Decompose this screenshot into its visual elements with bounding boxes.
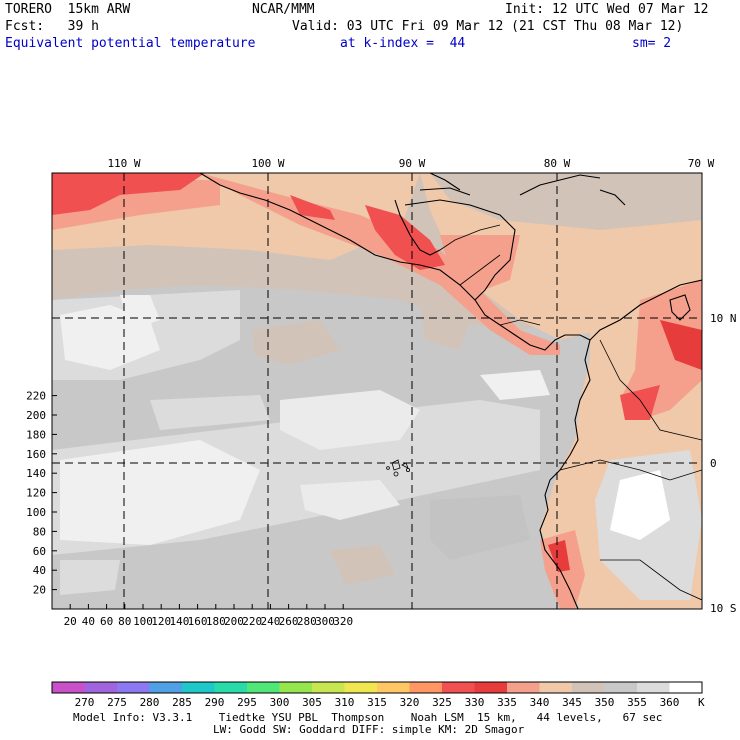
- colorbar-label: 315: [367, 696, 387, 709]
- y-axis-ticks: 20 40 60 80 100 120 140 160 180 200 220: [26, 390, 57, 597]
- lon-label-100w: 100 W: [251, 157, 284, 170]
- y-tick-label: 120: [26, 487, 46, 500]
- x-axis-ticks: 20 40 60 80 10012014016018020022024026028030…: [64, 604, 353, 628]
- x-tick-label: 300: [315, 615, 335, 628]
- lat-label-10s: 10 S: [710, 602, 737, 615]
- colorbar-unit: K: [698, 696, 705, 709]
- colorbar-swatch: [637, 682, 670, 693]
- x-tick-label: 20: [64, 615, 77, 628]
- colorbar-label: 345: [562, 696, 582, 709]
- colorbar-swatch: [214, 682, 248, 693]
- model-title: TORERO 15km ARW: [5, 2, 131, 17]
- lon-label-80w: 80 W: [544, 157, 571, 170]
- colorbar-swatch: [604, 682, 638, 693]
- colorbar-swatch: [539, 682, 573, 693]
- y-tick-label: 160: [26, 448, 46, 461]
- coastlines: [199, 173, 702, 609]
- colorbar-swatch: [247, 682, 280, 693]
- y-tick-label: 200: [26, 409, 46, 422]
- colorbar-swatch: [149, 682, 183, 693]
- x-tick-label: 120: [151, 615, 171, 628]
- colorbar-label: 320: [400, 696, 420, 709]
- init-time: Init: 12 UTC Wed 07 Mar 12: [505, 2, 709, 17]
- field-name: Equivalent potential temperature: [5, 36, 256, 51]
- x-tick-label: 100: [133, 615, 153, 628]
- x-tick-label: 140: [169, 615, 189, 628]
- x-tick-label: 220: [242, 615, 262, 628]
- colorbar-swatch: [344, 682, 378, 693]
- lon-label-70w: 70 W: [688, 157, 715, 170]
- colorbar-swatch: [377, 682, 410, 693]
- colorbar-label: 305: [302, 696, 322, 709]
- x-tick-label: 320: [333, 615, 353, 628]
- y-tick-label: 20: [33, 584, 46, 597]
- colorbar-label: 295: [237, 696, 257, 709]
- colorbar-swatch: [507, 682, 540, 693]
- colorbar-swatch: [409, 682, 443, 693]
- colorbar-swatch: [279, 682, 313, 693]
- colorbar-swatch: [182, 682, 215, 693]
- colorbar-swatch: [84, 682, 118, 693]
- x-tick-label: 280: [297, 615, 317, 628]
- valid-time: Valid: 03 UTC Fri 09 Mar 12 (21 CST Thu …: [292, 19, 684, 34]
- colorbar-label: 270: [75, 696, 95, 709]
- map-field: [52, 173, 702, 609]
- y-tick-label: 60: [33, 545, 46, 558]
- colorbar-swatch: [52, 682, 85, 693]
- colorbar: [52, 682, 703, 693]
- colorbar-label: 275: [107, 696, 127, 709]
- colorbar-label: 325: [432, 696, 452, 709]
- lat-label-0: 0: [710, 457, 717, 470]
- x-tick-label: 60: [100, 615, 113, 628]
- colorbar-label: 330: [465, 696, 485, 709]
- colorbar-label: 340: [530, 696, 550, 709]
- y-tick-label: 180: [26, 428, 46, 441]
- y-tick-label: 220: [26, 390, 46, 403]
- colorbar-label: 280: [140, 696, 160, 709]
- y-tick-label: 40: [33, 564, 46, 577]
- galapagos-islands: [386, 459, 410, 477]
- colorbar-swatch: [442, 682, 475, 693]
- lat-label-10n: 10 N: [710, 312, 737, 325]
- y-tick-label: 80: [33, 525, 46, 538]
- colorbar-swatch: [474, 682, 508, 693]
- colorbar-label: 290: [205, 696, 225, 709]
- colorbar-swatch: [312, 682, 345, 693]
- level-info: at k-index = 44: [340, 36, 466, 51]
- colorbar-label: 350: [595, 696, 615, 709]
- y-tick-label: 140: [26, 467, 46, 480]
- plot-frame: [51, 172, 703, 610]
- x-tick-label: 160: [188, 615, 208, 628]
- x-tick-label: 40: [82, 615, 95, 628]
- forecast-hour: Fcst: 39 h: [5, 19, 99, 34]
- colorbar-label: 335: [497, 696, 517, 709]
- y-tick-label: 100: [26, 506, 46, 519]
- colorbar-label: 360: [660, 696, 680, 709]
- colorbar-label: 310: [335, 696, 355, 709]
- x-tick-label: 200: [224, 615, 244, 628]
- latlon-grid: [52, 173, 702, 609]
- colorbar-labels: 270 275 280 285 290 295 300 305 310 315 320 325 330 3…: [75, 696, 680, 709]
- lon-label-90w: 90 W: [399, 157, 426, 170]
- colorbar-swatch: [669, 682, 703, 693]
- x-tick-label: 240: [260, 615, 280, 628]
- colorbar-swatch: [117, 682, 150, 693]
- colorbar-frame: [51, 681, 703, 694]
- smoothing-info: sm= 2: [632, 36, 672, 51]
- colorbar-label: 300: [270, 696, 290, 709]
- model-info-line2: LW: Godd SW: Goddard DIFF: simple KM: 2D…: [213, 723, 525, 736]
- x-tick-label: 180: [206, 615, 226, 628]
- lon-label-110w: 110 W: [107, 157, 140, 170]
- colorbar-label: 285: [172, 696, 192, 709]
- colorbar-swatch: [572, 682, 605, 693]
- x-tick-label: 260: [279, 615, 299, 628]
- model-info-line1: Model Info: V3.3.1 Tiedtke YSU PBL Thomp…: [73, 711, 663, 724]
- x-tick-label: 80: [118, 615, 131, 628]
- colorbar-label: 355: [627, 696, 647, 709]
- center-name: NCAR/MMM: [252, 2, 315, 17]
